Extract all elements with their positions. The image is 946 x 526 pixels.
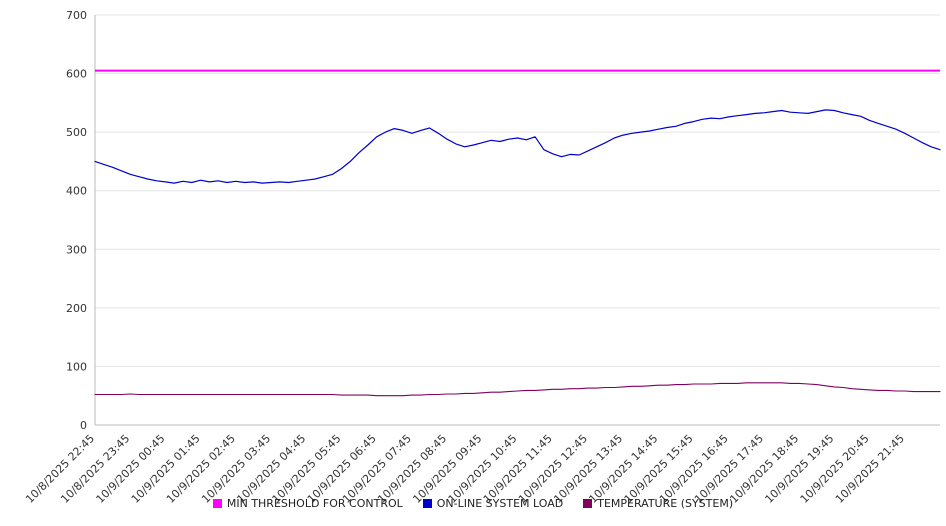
y-axis-label: 100 — [66, 360, 87, 373]
legend-label-online-system-load: ON-LINE SYSTEM LOAD — [436, 497, 564, 510]
x-axis-label: 10/9/2025 21:45 — [833, 432, 907, 506]
legend-item-online-system-load: ON-LINE SYSTEM LOAD — [422, 497, 564, 510]
legend-label-temperature-system: TEMPERATURE (SYSTEM) — [597, 497, 734, 510]
series-line-on-line-system-load — [94, 109, 941, 184]
y-axis-label: 0 — [80, 419, 87, 432]
y-axis-label: 500 — [66, 126, 87, 139]
legend-swatch-temperature-system-icon — [583, 499, 593, 508]
y-axis-label: 300 — [66, 243, 87, 256]
legend-swatch-online-system-load-icon — [422, 499, 432, 508]
legend-label-min-threshold: MIN THRESHOLD FOR CONTROL — [226, 497, 403, 510]
legend: MIN THRESHOLD FOR CONTROL ON-LINE SYSTEM… — [0, 497, 946, 510]
series-line-temperature-system — [94, 382, 941, 397]
y-axis-label: 700 — [66, 9, 87, 22]
legend-item-temperature-system: TEMPERATURE (SYSTEM) — [583, 497, 733, 510]
y-axis-label: 400 — [66, 185, 87, 198]
legend-item-min-threshold: MIN THRESHOLD FOR CONTROL — [212, 497, 403, 510]
y-axis-label: 600 — [66, 68, 87, 81]
y-axis-label: 200 — [66, 302, 87, 315]
legend-swatch-min-threshold-icon — [212, 499, 222, 508]
